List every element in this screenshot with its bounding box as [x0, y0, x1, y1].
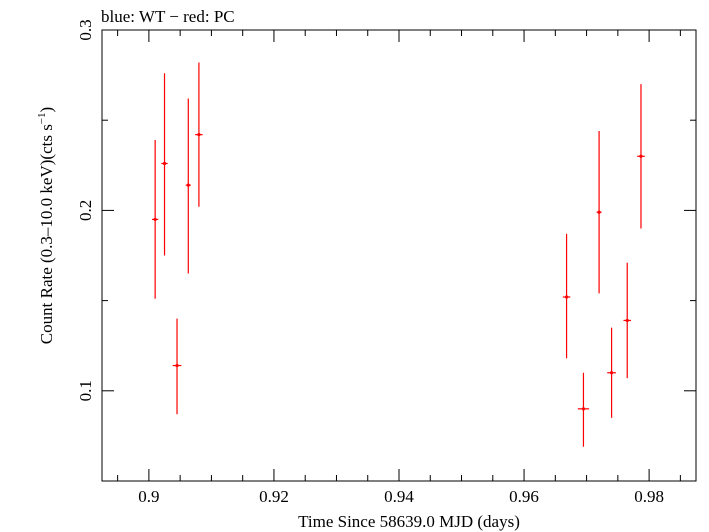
- point-marker: [153, 217, 157, 222]
- data-point: [623, 262, 631, 379]
- point-marker: [186, 183, 190, 187]
- data-point: [161, 73, 168, 256]
- point-marker: [175, 363, 179, 368]
- point-marker: [564, 295, 569, 299]
- point-marker: [581, 407, 586, 411]
- point-marker: [162, 161, 167, 166]
- data-point: [607, 327, 616, 418]
- plot-frame: [101, 29, 697, 482]
- data-point: [152, 140, 159, 299]
- data-point: [596, 131, 602, 294]
- x-tick-label: 0.9: [138, 487, 159, 506]
- point-marker: [639, 154, 643, 158]
- y-axis-label-main: Count Rate (0.3–10.0 keV)(cts s: [37, 124, 56, 344]
- y-axis-label-sup: −1: [36, 112, 48, 124]
- point-marker: [625, 318, 629, 323]
- x-tick-label: 0.94: [384, 487, 414, 506]
- y-tick-label: 0.1: [76, 380, 95, 401]
- point-marker: [597, 210, 601, 214]
- y-tick-label: 0.3: [76, 19, 95, 40]
- data-point: [172, 318, 182, 415]
- y-tick-label: 0.2: [76, 200, 95, 221]
- y-axis-label: Count Rate (0.3–10.0 keV)(cts s−1): [36, 107, 56, 344]
- y-axis-label-end: ): [37, 107, 56, 113]
- data-point: [562, 233, 571, 359]
- x-tick-label: 0.96: [509, 487, 539, 506]
- x-axis-ticks: 0.9 0.92 0.94 0.96 0.98: [117, 30, 681, 506]
- point-marker: [609, 371, 614, 375]
- data-point: [185, 98, 191, 274]
- y-axis-ticks: 0.1 0.2 0.3: [76, 19, 696, 482]
- data-point: [577, 372, 590, 447]
- x-axis-label: Time Since 58639.0 MJD (days): [298, 512, 520, 531]
- chart-title: blue: WT − red: PC: [101, 7, 235, 26]
- data-point: [195, 62, 203, 207]
- data-points: [152, 62, 645, 447]
- x-tick-label: 0.98: [634, 487, 664, 506]
- point-marker: [197, 133, 201, 137]
- data-point: [637, 84, 645, 229]
- x-tick-label: 0.92: [259, 487, 289, 506]
